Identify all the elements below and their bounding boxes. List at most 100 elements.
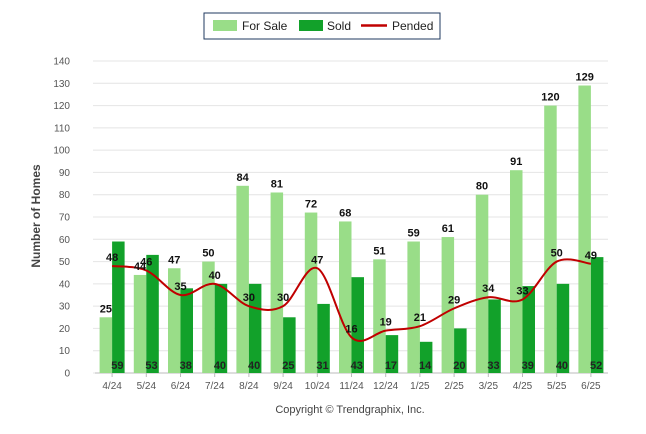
label-for-sale: 50 <box>202 248 214 260</box>
x-tick-label: 5/24 <box>137 381 157 392</box>
y-tick-label: 120 <box>53 101 70 112</box>
bar-for-sale <box>510 170 523 373</box>
x-tick-label: 2/25 <box>444 381 464 392</box>
label-pended: 47 <box>311 254 323 266</box>
label-for-sale: 120 <box>541 92 559 104</box>
label-sold: 31 <box>316 360 328 372</box>
y-tick-label: 100 <box>53 146 70 157</box>
bar-for-sale <box>202 261 215 373</box>
bar-for-sale <box>339 221 352 373</box>
bar-sold <box>180 288 193 373</box>
y-tick-label: 90 <box>59 168 71 179</box>
bar-sold <box>522 286 535 373</box>
label-for-sale: 61 <box>442 223 454 235</box>
y-tick-label: 10 <box>59 346 71 357</box>
bar-for-sale <box>304 212 318 373</box>
label-sold: 33 <box>487 360 499 372</box>
bar-sold <box>454 328 467 373</box>
label-for-sale: 25 <box>100 303 112 315</box>
bar-for-sale <box>407 241 420 373</box>
bar-for-sale <box>578 85 591 373</box>
bar-sold <box>351 277 364 373</box>
label-pended: 46 <box>140 256 152 268</box>
label-for-sale: 72 <box>305 199 317 211</box>
legend-label-for-sale: For Sale <box>242 19 288 33</box>
bar-sold <box>146 254 159 373</box>
label-sold: 52 <box>590 360 602 372</box>
label-pended: 40 <box>209 270 221 282</box>
x-tick-label: 4/25 <box>513 381 533 392</box>
label-sold: 53 <box>145 360 157 372</box>
bar-sold <box>385 335 399 373</box>
label-for-sale: 68 <box>339 207 351 219</box>
y-tick-label: 60 <box>59 235 71 246</box>
x-tick-label: 7/24 <box>205 381 225 392</box>
label-sold: 14 <box>419 360 432 372</box>
bar-for-sale <box>133 274 147 373</box>
label-sold: 40 <box>214 360 226 372</box>
label-for-sale: 44 <box>134 261 147 273</box>
label-sold: 25 <box>282 360 294 372</box>
label-pended: 30 <box>277 292 289 304</box>
x-tick-label: 12/24 <box>373 381 398 392</box>
bar-sold <box>590 257 604 373</box>
x-axis: 4/24 5/24 6/24 7/24 8/24 9/24 10/24 11/24 12/24 1… <box>102 373 601 392</box>
label-pended: 50 <box>551 248 563 260</box>
x-tick-label: 3/25 <box>479 381 499 392</box>
label-for-sale: 47 <box>168 254 180 266</box>
y-tick-label: 0 <box>64 369 70 380</box>
legend-label-pended: Pended <box>392 19 433 33</box>
y-tick-label: 130 <box>53 79 70 90</box>
x-tick-label: 1/25 <box>410 381 430 392</box>
label-pended: 49 <box>585 250 597 262</box>
bar-sold <box>556 283 570 373</box>
label-for-sale: 59 <box>408 228 420 240</box>
y-axis-title: Number of Homes <box>29 164 43 268</box>
x-tick-label: 9/24 <box>273 381 293 392</box>
label-sold: 40 <box>248 360 260 372</box>
label-for-sale: 129 <box>575 72 593 84</box>
pended-line-group <box>111 258 592 342</box>
y-tick-label: 30 <box>59 302 71 313</box>
x-tick-label: 5/25 <box>547 381 567 392</box>
label-pended: 29 <box>448 294 460 306</box>
label-for-sale: 80 <box>476 181 488 193</box>
label-pended: 19 <box>380 317 392 329</box>
label-pended: 35 <box>174 281 186 293</box>
label-pended: 33 <box>516 285 528 297</box>
bar-for-sale <box>373 259 386 373</box>
data-labels: 25 59 44 53 47 38 50 40 84 40 81 25 72 31 68 43 51 17 59 14… <box>100 72 603 372</box>
label-for-sale: 91 <box>510 156 522 168</box>
bars <box>99 85 604 374</box>
bar-for-sale <box>236 185 249 373</box>
y-tick-label: 40 <box>59 279 71 290</box>
label-sold: 38 <box>180 360 192 372</box>
x-tick-label: 11/24 <box>339 381 364 392</box>
bar-for-sale <box>99 317 113 373</box>
label-for-sale: 81 <box>271 178 283 190</box>
bar-for-sale <box>441 237 455 373</box>
bar-sold <box>283 317 296 373</box>
bar-sold <box>214 283 228 373</box>
label-pended: 30 <box>243 292 255 304</box>
label-pended: 34 <box>482 283 495 295</box>
legend-label-sold: Sold <box>327 19 351 33</box>
bar-sold <box>112 241 125 373</box>
bar-for-sale <box>475 194 489 373</box>
x-tick-label: 8/24 <box>239 381 259 392</box>
label-pended: 48 <box>106 252 118 264</box>
y-tick-label: 80 <box>59 190 71 201</box>
label-for-sale: 84 <box>237 172 250 184</box>
x-tick-label: 6/25 <box>581 381 601 392</box>
bar-for-sale <box>270 192 284 373</box>
bar-sold <box>317 303 330 373</box>
copyright-text: Copyright © Trendgraphix, Inc. <box>275 404 424 416</box>
x-tick-label: 10/24 <box>305 381 330 392</box>
label-sold: 39 <box>522 360 534 372</box>
y-tick-label: 70 <box>59 213 71 224</box>
label-sold: 59 <box>111 360 123 372</box>
legend-swatch-sold <box>299 20 323 31</box>
label-sold: 40 <box>556 360 568 372</box>
x-tick-label: 4/24 <box>102 381 122 392</box>
